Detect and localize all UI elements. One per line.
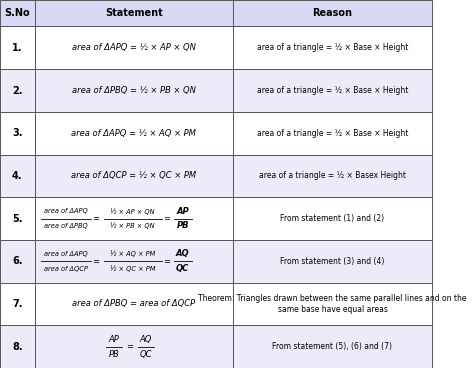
Text: area of ΔQCP: area of ΔQCP xyxy=(44,266,88,272)
Text: 4.: 4. xyxy=(12,171,23,181)
FancyBboxPatch shape xyxy=(35,69,233,112)
FancyBboxPatch shape xyxy=(35,112,233,155)
Text: AQ: AQ xyxy=(140,335,152,344)
Text: area of ΔAPQ = ½ × AP × QN: area of ΔAPQ = ½ × AP × QN xyxy=(72,43,196,52)
Text: =: = xyxy=(127,342,134,351)
Text: Reason: Reason xyxy=(312,8,353,18)
Text: AQ: AQ xyxy=(176,250,190,258)
FancyBboxPatch shape xyxy=(35,26,233,69)
FancyBboxPatch shape xyxy=(35,197,233,240)
Text: Theorem: Triangles drawn between the same parallel lines and on the same base ha: Theorem: Triangles drawn between the sam… xyxy=(198,294,467,314)
Text: From statement (3) and (4): From statement (3) and (4) xyxy=(280,257,384,266)
Text: area of ΔPBQ = ½ × PB × QN: area of ΔPBQ = ½ × PB × QN xyxy=(72,86,196,95)
Text: 6.: 6. xyxy=(12,256,23,266)
Text: AP: AP xyxy=(176,207,189,216)
FancyBboxPatch shape xyxy=(0,325,35,368)
FancyBboxPatch shape xyxy=(233,112,432,155)
FancyBboxPatch shape xyxy=(233,0,432,26)
Text: From statement (5), (6) and (7): From statement (5), (6) and (7) xyxy=(273,342,392,351)
Text: =: = xyxy=(164,257,171,266)
FancyBboxPatch shape xyxy=(233,197,432,240)
Text: Statement: Statement xyxy=(105,8,163,18)
Text: ½ × AQ × PM: ½ × AQ × PM xyxy=(110,251,155,257)
FancyBboxPatch shape xyxy=(35,325,233,368)
Text: 5.: 5. xyxy=(12,213,23,224)
FancyBboxPatch shape xyxy=(35,0,233,26)
FancyBboxPatch shape xyxy=(0,112,35,155)
Text: =: = xyxy=(92,214,100,223)
FancyBboxPatch shape xyxy=(233,155,432,197)
Text: ½ × QC × PM: ½ × QC × PM xyxy=(110,265,155,272)
Text: area of a triangle = ½ × Basex Height: area of a triangle = ½ × Basex Height xyxy=(259,171,406,180)
Text: area of ΔAPQ: area of ΔAPQ xyxy=(44,251,88,257)
FancyBboxPatch shape xyxy=(0,155,35,197)
Text: =: = xyxy=(92,257,100,266)
FancyBboxPatch shape xyxy=(0,69,35,112)
Text: =: = xyxy=(164,214,171,223)
FancyBboxPatch shape xyxy=(0,0,35,26)
FancyBboxPatch shape xyxy=(0,26,35,69)
Text: area of ΔAPQ: area of ΔAPQ xyxy=(44,208,88,214)
Text: area of ΔQCP = ½ × QC × PM: area of ΔQCP = ½ × QC × PM xyxy=(71,171,196,180)
Text: ½ × PB × QN: ½ × PB × QN xyxy=(110,223,155,229)
Text: QC: QC xyxy=(176,264,189,273)
Text: area of a triangle = ½ × Base × Height: area of a triangle = ½ × Base × Height xyxy=(257,86,408,95)
Text: area of ΔAPQ = ½ × AQ × PM: area of ΔAPQ = ½ × AQ × PM xyxy=(72,129,196,138)
Text: From statement (1) and (2): From statement (1) and (2) xyxy=(281,214,384,223)
Text: 8.: 8. xyxy=(12,342,23,352)
Text: area of a triangle = ½ × Base × Height: area of a triangle = ½ × Base × Height xyxy=(257,129,408,138)
FancyBboxPatch shape xyxy=(233,240,432,283)
FancyBboxPatch shape xyxy=(0,197,35,240)
Text: PB: PB xyxy=(109,350,119,358)
FancyBboxPatch shape xyxy=(35,283,233,325)
FancyBboxPatch shape xyxy=(0,240,35,283)
Text: 3.: 3. xyxy=(12,128,23,138)
FancyBboxPatch shape xyxy=(233,69,432,112)
Text: S.No: S.No xyxy=(4,8,30,18)
Text: 2.: 2. xyxy=(12,85,23,96)
Text: 1.: 1. xyxy=(12,43,23,53)
FancyBboxPatch shape xyxy=(233,325,432,368)
FancyBboxPatch shape xyxy=(35,240,233,283)
FancyBboxPatch shape xyxy=(35,155,233,197)
Text: area of ΔPBQ: area of ΔPBQ xyxy=(44,223,88,229)
Text: area of ΔPBQ = area of ΔQCP: area of ΔPBQ = area of ΔQCP xyxy=(72,300,195,308)
Text: 7.: 7. xyxy=(12,299,23,309)
Text: QC: QC xyxy=(140,350,152,358)
FancyBboxPatch shape xyxy=(233,26,432,69)
Text: AP: AP xyxy=(109,335,119,344)
Text: PB: PB xyxy=(176,222,189,230)
FancyBboxPatch shape xyxy=(233,283,432,325)
FancyBboxPatch shape xyxy=(0,283,35,325)
Text: area of a triangle = ½ × Base × Height: area of a triangle = ½ × Base × Height xyxy=(257,43,408,52)
Text: ½ × AP × QN: ½ × AP × QN xyxy=(110,208,155,215)
